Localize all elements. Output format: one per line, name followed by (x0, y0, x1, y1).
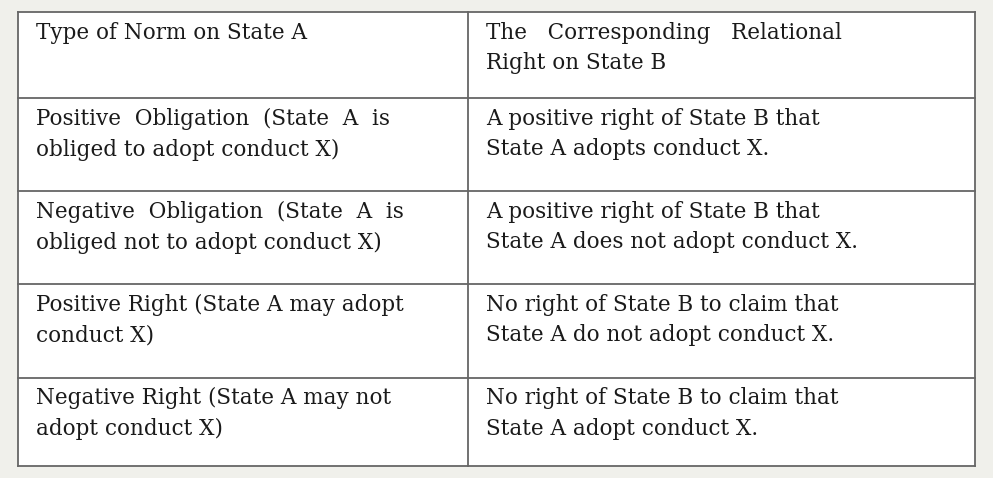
Text: No right of State B to claim that
State A adopt conduct X.: No right of State B to claim that State … (486, 387, 838, 440)
Text: Type of Norm on State A: Type of Norm on State A (36, 22, 307, 43)
Text: Positive  Obligation  (State  A  is
obliged to adopt conduct X): Positive Obligation (State A is obliged … (36, 108, 389, 161)
Text: Negative Right (State A may not
adopt conduct X): Negative Right (State A may not adopt co… (36, 387, 391, 440)
Text: A positive right of State B that
State A adopts conduct X.: A positive right of State B that State A… (486, 108, 819, 160)
Text: A positive right of State B that
State A does not adopt conduct X.: A positive right of State B that State A… (486, 201, 858, 253)
Text: No right of State B to claim that
State A do not adopt conduct X.: No right of State B to claim that State … (486, 294, 838, 347)
Text: Positive Right (State A may adopt
conduct X): Positive Right (State A may adopt conduc… (36, 294, 403, 347)
Text: Negative  Obligation  (State  A  is
obliged not to adopt conduct X): Negative Obligation (State A is obliged … (36, 201, 403, 254)
Text: The   Corresponding   Relational
Right on State B: The Corresponding Relational Right on St… (486, 22, 841, 74)
